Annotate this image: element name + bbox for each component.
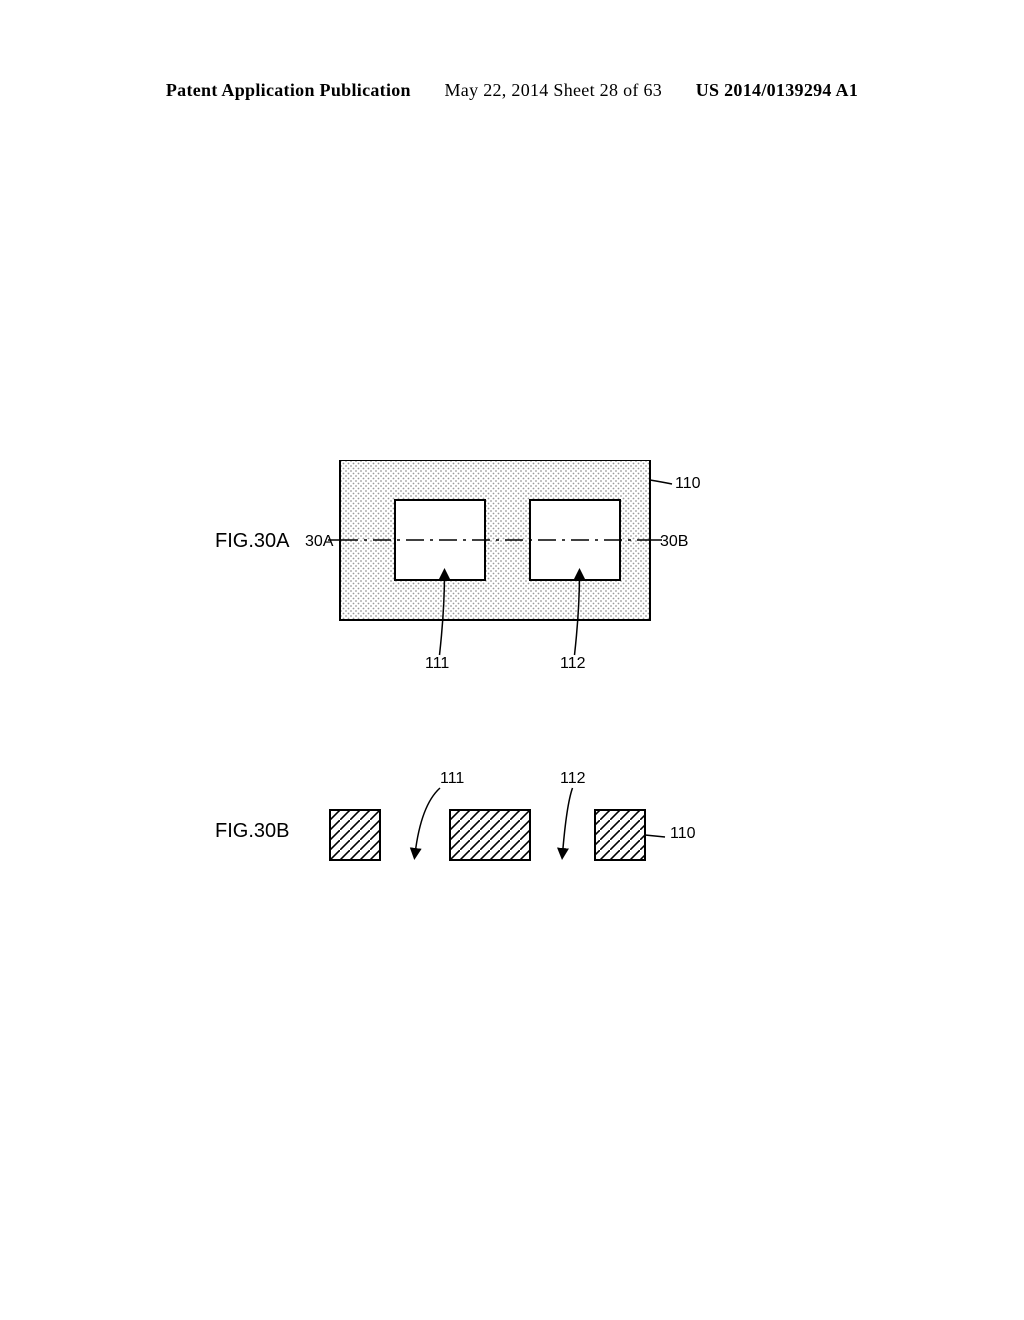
header-left: Patent Application Publication bbox=[166, 80, 411, 100]
fig30b-drawing bbox=[0, 770, 760, 900]
header-mid: May 22, 2014 Sheet 28 of 63 bbox=[445, 80, 663, 100]
figure-30b: FIG.30B 111 112 110 bbox=[0, 770, 1024, 890]
figure-30a: FIG.30A 30A 30B 110 111 112 bbox=[0, 460, 1024, 680]
header-right: US 2014/0139294 A1 bbox=[696, 80, 858, 100]
fig30a-drawing bbox=[0, 460, 760, 690]
page-header: Patent Application Publication May 22, 2… bbox=[0, 80, 1024, 101]
